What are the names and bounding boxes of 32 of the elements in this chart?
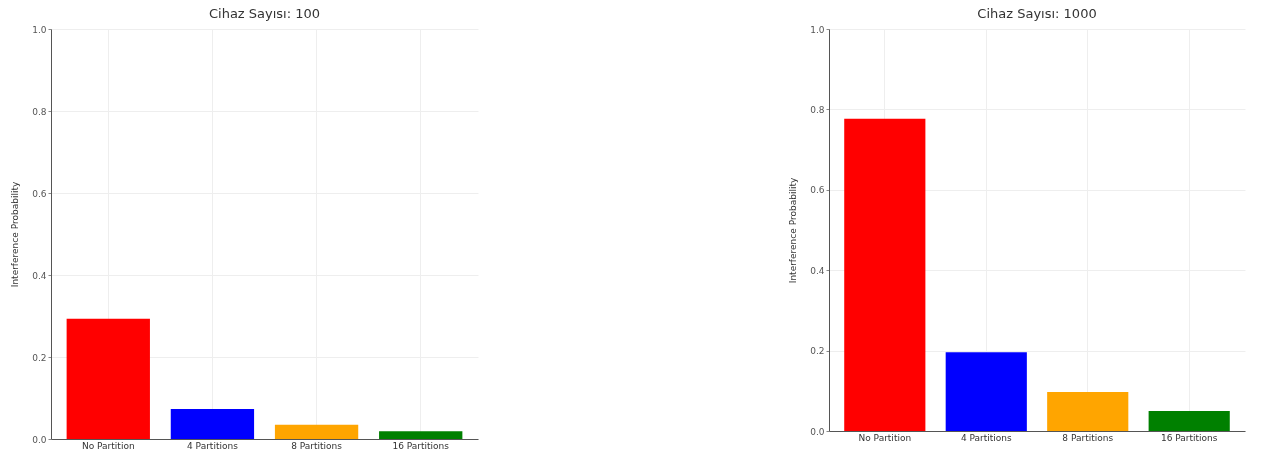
y-tick-label: 1.0: [810, 24, 825, 35]
y-tick-label: 0.2: [32, 352, 47, 363]
y-tick-label: 0.0: [810, 426, 825, 437]
x-tick-label: 8 Partitions: [291, 440, 343, 451]
y-tick-label: 0.4: [810, 265, 825, 276]
y-tick-label: 0.8: [810, 104, 825, 115]
bar: [66, 318, 150, 439]
y-axis-title: Interference Probability: [788, 177, 799, 284]
y-tick-label: 0.2: [810, 346, 825, 357]
chart-title: Cihaz Sayısı: 1000: [977, 6, 1097, 21]
y-tick-label: 1.0: [32, 24, 47, 35]
x-tick-label: 4 Partitions: [960, 432, 1012, 443]
bar: [170, 409, 255, 439]
x-tick-label: 8 Partitions: [1062, 432, 1114, 443]
x-tick-label: 4 Partitions: [187, 440, 239, 451]
y-tick-label: 0.6: [810, 185, 825, 196]
bar: [1047, 392, 1129, 431]
x-tick-label: 16 Partitions: [1160, 432, 1218, 443]
chart-title: Cihaz Sayısı: 100: [208, 6, 321, 21]
x-tick-label: 16 Partitions: [392, 440, 450, 451]
y-tick-label: 0.4: [32, 270, 47, 281]
x-tick-label: No Partition: [858, 432, 912, 443]
y-tick-label: 0.0: [32, 434, 47, 445]
y-tick-label: 0.6: [32, 188, 47, 199]
bar: [945, 352, 1027, 431]
bar: [844, 118, 926, 431]
y-tick-label: 0.8: [32, 106, 47, 117]
x-tick-label: No Partition: [81, 440, 135, 451]
bar: [1148, 410, 1230, 431]
bar: [274, 424, 359, 439]
bar: [379, 431, 463, 439]
y-axis-title: Interference Probability: [10, 181, 21, 288]
